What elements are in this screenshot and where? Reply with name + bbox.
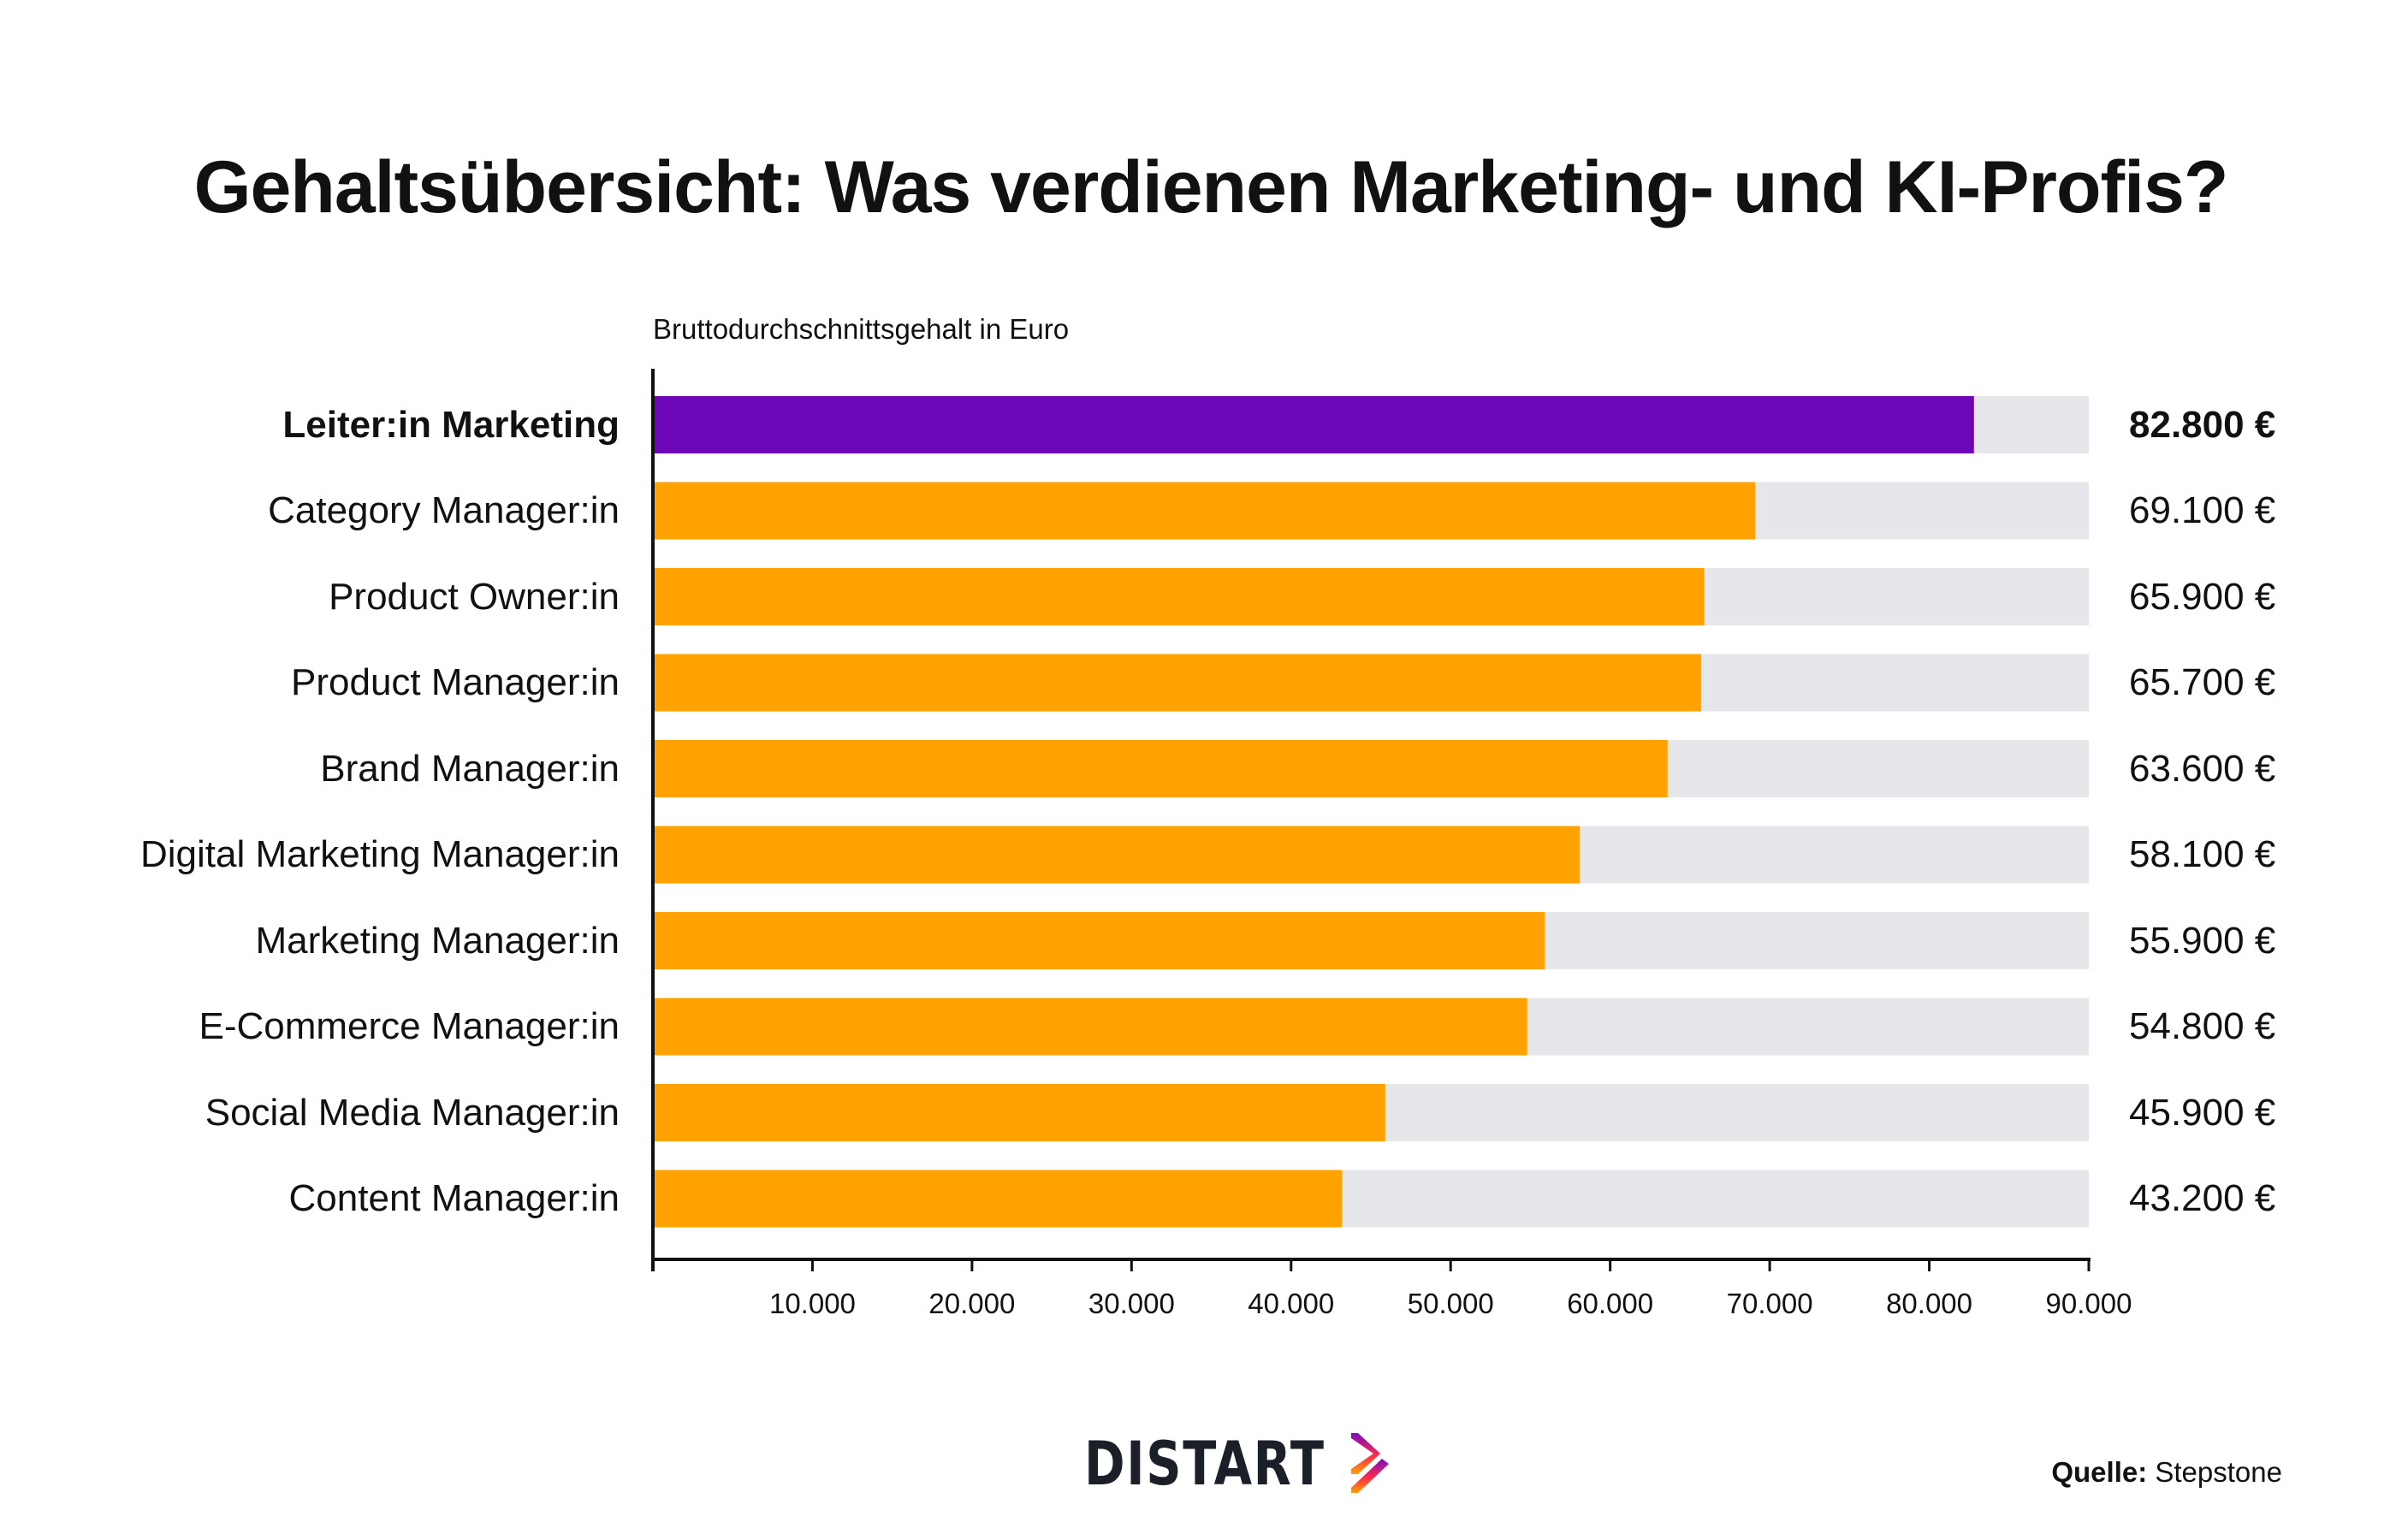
value-label: 45.900 €	[2129, 1091, 2276, 1134]
axis-label: Bruttodurchschnittsgehalt in Euro	[653, 313, 1070, 345]
distart-logo: DISTART	[1084, 1429, 1394, 1499]
x-tick-label: 80.000	[1886, 1288, 1973, 1319]
x-tick-label: 70.000	[1726, 1288, 1813, 1319]
category-label: Brand Manager:in	[320, 747, 620, 790]
x-tick-label: 30.000	[1088, 1288, 1175, 1319]
category-label: Product Manager:in	[291, 661, 620, 703]
x-tick-label: 50.000	[1407, 1288, 1494, 1319]
bar	[653, 998, 1527, 1056]
category-label: Marketing Manager:in	[255, 919, 620, 962]
logo-arrow-icon	[1350, 1433, 1389, 1493]
x-tick-label: 40.000	[1248, 1288, 1335, 1319]
source-note: Quelle: Stepstone	[2051, 1456, 2282, 1489]
value-label: 65.700 €	[2129, 661, 2276, 703]
value-label: 65.900 €	[2129, 575, 2276, 618]
x-tick-label: 20.000	[928, 1288, 1016, 1319]
category-label: Product Owner:in	[329, 575, 620, 618]
value-label: 43.200 €	[2129, 1177, 2276, 1219]
bar	[653, 912, 1545, 969]
category-label: Leiter:in Marketing	[282, 403, 620, 446]
bar	[653, 482, 1756, 540]
value-label: 69.100 €	[2129, 489, 2276, 531]
x-tick-label: 10.000	[768, 1288, 856, 1319]
bar	[653, 1170, 1343, 1228]
category-label: Category Manager:in	[268, 489, 620, 531]
value-label: 82.800 €	[2129, 403, 2276, 446]
value-label: 63.600 €	[2129, 747, 2276, 790]
bar	[653, 654, 1701, 712]
value-label: 54.800 €	[2129, 1005, 2276, 1047]
category-label: Digital Marketing Manager:in	[139, 833, 620, 875]
bar	[653, 568, 1705, 625]
category-label: Content Manager:in	[288, 1177, 620, 1219]
logo-text: DISTART	[1084, 1429, 1326, 1499]
source-value: Stepstone	[2155, 1456, 2282, 1488]
category-label: E-Commerce Manager:in	[199, 1005, 620, 1047]
bar	[653, 740, 1668, 797]
category-label: Social Media Manager:in	[205, 1091, 620, 1134]
source-label: Quelle:	[2051, 1456, 2148, 1488]
bar	[653, 826, 1581, 884]
x-tick-label: 90.000	[2045, 1288, 2132, 1319]
bar	[653, 396, 1974, 453]
bar	[653, 1084, 1385, 1141]
value-label: 58.100 €	[2129, 833, 2276, 875]
value-label: 55.900 €	[2129, 919, 2276, 962]
x-tick-label: 60.000	[1567, 1288, 1654, 1319]
chart-title: Gehaltsübersicht: Was verdienen Marketin…	[193, 146, 2229, 228]
